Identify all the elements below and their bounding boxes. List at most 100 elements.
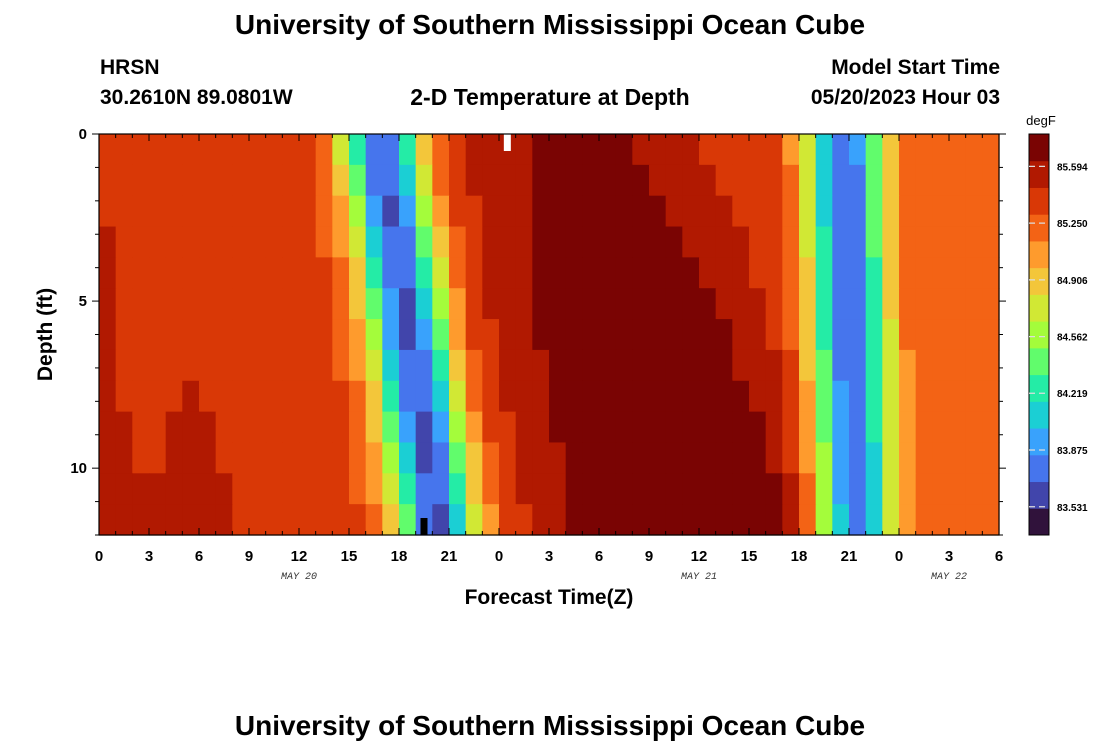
heatmap-cell (965, 288, 983, 320)
heatmap-cell (682, 164, 700, 197)
heatmap-cell (365, 411, 383, 444)
heatmap-cell (315, 257, 333, 289)
colorbar-tick-label: 83.875 (1057, 446, 1088, 457)
heatmap-cell (515, 257, 533, 289)
heatmap-cell (732, 134, 750, 166)
heatmap-cell (549, 195, 567, 228)
heatmap-cell (749, 411, 767, 444)
heatmap-cell (715, 442, 733, 474)
heatmap-cell (415, 195, 433, 228)
heatmap-cell (649, 380, 667, 413)
heatmap-cell (532, 134, 550, 166)
heatmap-cell (815, 442, 833, 474)
heatmap-cell (299, 134, 317, 166)
heatmap-cell (99, 442, 117, 474)
heatmap-cell (449, 195, 467, 228)
heatmap-cell (199, 380, 217, 413)
heatmap-cell (499, 226, 517, 258)
heatmap-cell (265, 134, 283, 166)
heatmap-cell (982, 226, 1000, 258)
heatmap-cell (982, 288, 1000, 320)
heatmap-cell (715, 134, 733, 166)
heatmap-cell (682, 504, 700, 536)
heatmap-cell (582, 288, 600, 320)
heatmap-cell (365, 349, 383, 382)
heatmap-cell (932, 380, 950, 413)
heatmap-cell (315, 195, 333, 228)
heatmap-cell (832, 473, 850, 505)
heatmap-cell (565, 226, 583, 258)
heatmap-cell (332, 195, 350, 228)
heatmap-cell (565, 164, 583, 197)
heatmap-cell (849, 257, 867, 289)
heatmap-cell (649, 164, 667, 197)
heatmap-cell (899, 195, 917, 228)
heatmap-cell (949, 473, 967, 505)
heatmap-cell (982, 134, 1000, 166)
heatmap-cell (549, 349, 567, 382)
heatmap-cell (215, 319, 233, 351)
heatmap-cell (532, 164, 550, 197)
x-axis: 0 3 6 9 12 15 18 21 0 3 6 9 12 15 18 21 0 3 6 MAY 20 MAY 21 M… (95, 134, 1003, 583)
heatmap-cell (532, 226, 550, 258)
x-date-label: MAY 20 (281, 572, 317, 583)
heatmap-cell (132, 411, 150, 444)
x-tick-label: 21 (441, 548, 458, 565)
heatmap-cell (715, 257, 733, 289)
heatmap-cell (99, 134, 117, 166)
heatmap-cell (399, 349, 417, 382)
heatmap-cell (882, 288, 900, 320)
heatmap-cell (699, 195, 717, 228)
heatmap-cell (532, 442, 550, 474)
heatmap-cell (399, 226, 417, 258)
heatmap-cell (582, 164, 600, 197)
heatmap-cell (765, 473, 783, 505)
page-title: University of Southern Mississippi Ocean… (234, 9, 866, 40)
heatmap-cell (265, 195, 283, 228)
heatmap-cell (99, 226, 117, 258)
heatmap-cell (515, 473, 533, 505)
heatmap-cell (749, 164, 767, 197)
heatmap-cell (532, 380, 550, 413)
heatmap-cell (865, 411, 883, 444)
heatmap-cell (715, 195, 733, 228)
x-tick-label: 0 (895, 548, 903, 565)
colorbar-segment (1029, 187, 1049, 215)
y-tick-label: 5 (79, 293, 87, 310)
heatmap-cell (182, 195, 200, 228)
heatmap-cell (815, 164, 833, 197)
heatmap-cell (932, 473, 950, 505)
heatmap-cell (482, 288, 500, 320)
heatmap-cell (299, 442, 317, 474)
heatmap-cell (632, 226, 650, 258)
heatmap-cell (599, 411, 617, 444)
heatmap-cell (949, 349, 967, 382)
heatmap-cell (165, 473, 183, 505)
heatmap-cell (782, 195, 800, 228)
heatmap-cell (632, 473, 650, 505)
heatmap-cell (249, 226, 267, 258)
heatmap-cell (932, 195, 950, 228)
heatmap-cell (182, 288, 200, 320)
heatmap-cell (215, 226, 233, 258)
heatmap-cell (99, 380, 117, 413)
heatmap-cell (582, 442, 600, 474)
heatmap-cell (332, 411, 350, 444)
heatmap-cell (582, 226, 600, 258)
heatmap-cell (299, 411, 317, 444)
heatmap-cell (949, 288, 967, 320)
heatmap-cell (582, 380, 600, 413)
heatmap-cell (399, 380, 417, 413)
heatmap-cell (682, 319, 700, 351)
heatmap-cell (499, 257, 517, 289)
heatmap-cell (299, 504, 317, 536)
heatmap-cell (232, 442, 250, 474)
heatmap-cell (582, 319, 600, 351)
heatmap-cell (249, 442, 267, 474)
heatmap-cell (782, 134, 800, 166)
heatmap-cell (382, 134, 400, 166)
heatmap-cell (865, 195, 883, 228)
heatmap-cell (549, 319, 567, 351)
heatmap-cell (949, 164, 967, 197)
